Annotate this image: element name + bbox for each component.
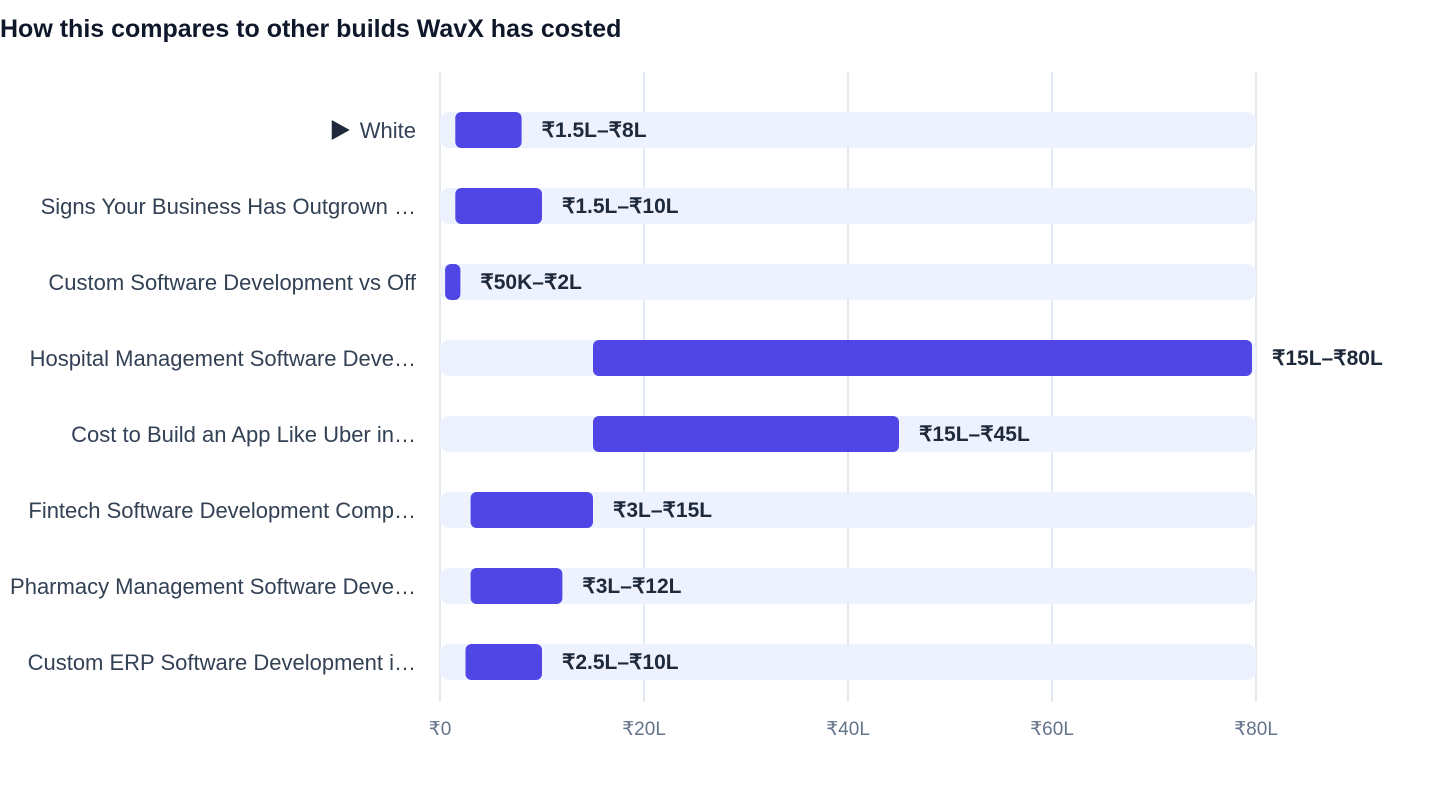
bar-track [440, 568, 1256, 604]
range-bar [593, 340, 1252, 376]
tick-label: ₹80L [1234, 719, 1278, 740]
category-label: Cost to Build an App Like Uber in… [71, 422, 416, 447]
category-label: Custom Software Development vs Off [48, 270, 417, 295]
range-bar [445, 264, 461, 300]
range-bar [465, 644, 542, 680]
range-bar [455, 188, 542, 224]
bar-track [440, 644, 1256, 680]
value-labels: ₹1.5L–₹8L ₹1.5L–₹10L ₹50K–₹2L ₹15L–₹80L ₹15L… [480, 119, 1383, 674]
category-label: Custom ERP Software Development i… [28, 650, 416, 675]
range-bars [445, 112, 1252, 680]
value-label: ₹15L–₹80L [1272, 347, 1383, 370]
bar-track [440, 112, 1256, 148]
range-bar [455, 112, 522, 148]
value-label: ₹2.5L–₹10L [562, 651, 679, 674]
value-label: ₹3L–₹15L [613, 499, 712, 522]
range-bar [470, 568, 563, 604]
x-axis-ticks: ₹0 ₹20L ₹40L ₹60L ₹80L [429, 719, 1278, 740]
category-label: Signs Your Business Has Outgrown … [41, 194, 416, 219]
range-bar [593, 416, 899, 452]
triangle-right-icon [331, 120, 350, 140]
value-label: ₹15L–₹45L [919, 423, 1030, 446]
tick-label: ₹20L [622, 719, 666, 740]
value-label: ₹50K–₹2L [480, 271, 582, 294]
bar-track [440, 188, 1256, 224]
category-label: Fintech Software Development Comp… [28, 498, 416, 523]
grid-lines [439, 72, 1257, 702]
range-bar [470, 492, 593, 528]
bar-track [440, 264, 1256, 300]
tick-label: ₹40L [826, 719, 870, 740]
value-label: ₹1.5L–₹10L [562, 195, 679, 218]
bar-track [440, 492, 1256, 528]
value-label: ₹1.5L–₹8L [542, 119, 647, 142]
category-label: Pharmacy Management Software Deve… [10, 574, 416, 599]
current-build-label: White [360, 118, 416, 143]
category-labels: White Signs Your Business Has Outgrown … C… [10, 118, 417, 675]
tick-label: ₹0 [429, 719, 452, 740]
tick-label: ₹60L [1030, 719, 1074, 740]
value-label: ₹3L–₹12L [582, 575, 681, 598]
category-label: Hospital Management Software Deve… [30, 346, 416, 371]
chart-title: How this compares to other builds WavX h… [0, 15, 622, 43]
